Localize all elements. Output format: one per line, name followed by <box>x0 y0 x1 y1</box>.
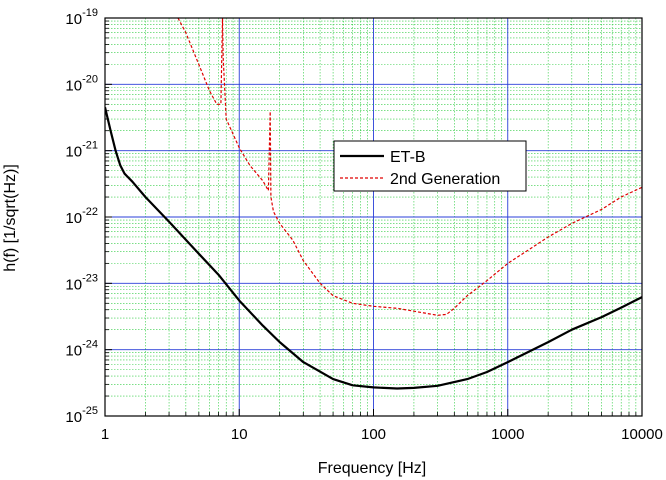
y-tick-label: 10-24 <box>65 339 98 360</box>
x-tick-label: 100 <box>361 426 386 443</box>
legend-box <box>333 140 527 192</box>
x-tick-labels: 1 10 100 1000 10000 <box>101 426 663 443</box>
legend-label-et-b: ET-B <box>390 149 426 166</box>
x-tick-label: 10000 <box>621 426 663 443</box>
series-line-et-b <box>105 107 642 390</box>
y-tick-label: 10-23 <box>65 272 98 293</box>
x-axis-title: Frequency [Hz] <box>318 460 426 477</box>
x-tick-label: 1 <box>101 426 109 443</box>
x-tick-label: 10 <box>231 426 248 443</box>
legend: ET-B 2nd Generation <box>333 140 527 192</box>
ticks-layer <box>104 17 643 417</box>
x-tick-label: 1000 <box>491 426 524 443</box>
y-tick-label: 10-19 <box>65 7 98 28</box>
legend-label-2nd-generation: 2nd Generation <box>390 171 500 188</box>
y-tick-label: 10-21 <box>65 140 98 161</box>
y-tick-label: 10-25 <box>65 405 98 426</box>
y-tick-labels: 10-25 10-24 10-23 10-22 10-21 10-20 10-19 <box>65 7 98 426</box>
y-tick-label: 10-22 <box>65 206 98 227</box>
y-axis-title: h(f) [1/sqrt(Hz)] <box>2 164 19 272</box>
y-tick-label: 10-20 <box>65 73 98 94</box>
series-line-2nd-generation <box>177 18 642 316</box>
series-layer <box>105 18 642 390</box>
